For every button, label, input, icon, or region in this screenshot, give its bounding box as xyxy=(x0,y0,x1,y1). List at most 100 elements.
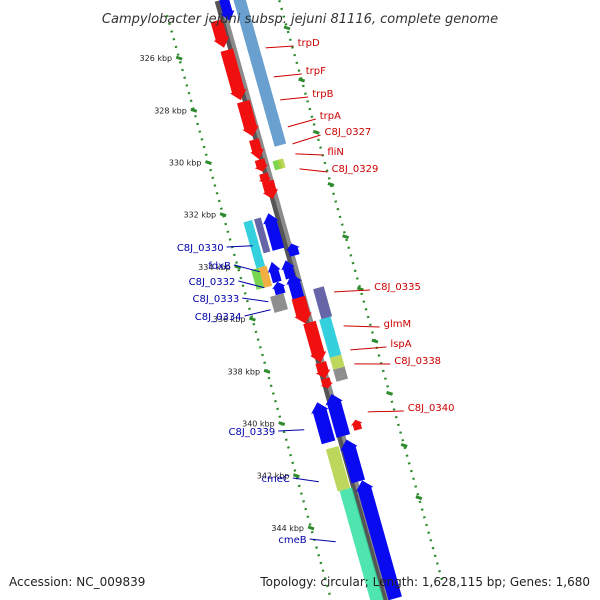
tick-label: 342 kbp xyxy=(257,472,290,481)
tick-mark-right xyxy=(400,443,408,448)
gene-arrow-trpB xyxy=(237,99,259,137)
label-leader-fliN xyxy=(295,153,324,156)
tick-mark-left xyxy=(219,212,227,218)
label-leader-trpB xyxy=(280,96,309,101)
tick-mark-right xyxy=(356,286,364,292)
tick-mark-left xyxy=(307,525,315,531)
gene-layer xyxy=(210,0,402,600)
gene-label-cmeC: cmeC xyxy=(261,474,289,485)
gene-label-C8J_0340: C8J_0340 xyxy=(408,403,455,414)
tick-label: 330 kbp xyxy=(169,159,202,168)
gene-arrow-C8J_0330 xyxy=(263,213,285,251)
tick-label: 332 kbp xyxy=(184,211,217,220)
gene-label-trpA: trpA xyxy=(320,111,341,122)
label-leader-cmeC xyxy=(292,477,319,483)
gene-label-C8J_0332: C8J_0332 xyxy=(189,277,236,288)
gene-arrow-glmM xyxy=(303,320,327,363)
tick-mark-left xyxy=(278,421,286,426)
gene-arrow-C8J_0339-b xyxy=(325,394,351,438)
gene-arrow-C8J_0333 xyxy=(272,281,286,296)
tick-label: 328 kbp xyxy=(154,106,187,115)
gene-block-C8J_0335 xyxy=(313,286,333,320)
tick-label: 336 kbp xyxy=(213,315,246,324)
tick-mark-right xyxy=(371,338,379,344)
gene-arrow-cmeB xyxy=(355,480,402,600)
label-leader-C8J_0330 xyxy=(226,245,253,248)
gene-block-fdxB-green xyxy=(251,267,265,290)
gene-arrow-lspA xyxy=(315,361,331,379)
gene-label-C8J_0329: C8J_0329 xyxy=(332,164,379,175)
gene-label-C8J_0335: C8J_0335 xyxy=(374,282,421,293)
label-leader-C8J_0327 xyxy=(292,134,321,145)
map-title: Campylobacter jejuni subsp. jejuni 81116… xyxy=(102,12,498,27)
label-leader-C8J_0332 xyxy=(238,280,265,289)
label-leader-C8J_0329 xyxy=(299,168,328,173)
gene-label-cmeB: cmeB xyxy=(278,535,306,546)
gene-arrow-trpA xyxy=(249,138,264,160)
gene-block-fliN-2 xyxy=(277,158,286,169)
label-leader-trpF xyxy=(273,73,302,78)
tick-mark-left xyxy=(248,316,256,322)
tick-label: 326 kbp xyxy=(140,54,173,63)
gene-block-cmeC xyxy=(325,446,351,492)
tick-mark-right xyxy=(342,234,350,240)
gene-label-fdxB: fdxB xyxy=(208,261,231,272)
accession-text: Accession: NC_009839 xyxy=(9,575,145,589)
gene-arrow-blue xyxy=(219,0,235,22)
tick-label: 338 kbp xyxy=(227,367,260,376)
gene-arrow-C8J_0340 xyxy=(350,419,363,431)
gene-label-C8J_0339: C8J_0339 xyxy=(228,427,275,438)
label-leader-lspA xyxy=(350,346,387,351)
gene-label-trpB: trpB xyxy=(312,89,333,100)
gene-label-glmM: glmM xyxy=(384,319,412,330)
tick-mark-right xyxy=(298,77,306,83)
gene-arrow-trpD xyxy=(210,19,230,48)
gene-arrow-small-rev xyxy=(286,243,300,257)
gene-arrow-C8J_0329 xyxy=(261,179,279,200)
gene-label-lspA: lspA xyxy=(390,339,411,350)
gene-block-C8J_0330-b xyxy=(254,217,271,254)
gene-arrow-C8J_0327 xyxy=(254,158,269,172)
gene-block-C8J_0330 xyxy=(243,220,265,269)
label-layer: trpD trpF trpB trpA C8J_0327 fliN C8J_0329 C8J_… xyxy=(177,38,455,546)
gene-arrow-fdxB xyxy=(267,261,282,284)
gene-arrow-small xyxy=(258,172,272,184)
tick-mark-left xyxy=(175,55,183,61)
gene-arrow-cmeC xyxy=(340,439,365,484)
label-leader-trpA xyxy=(287,118,316,128)
gene-label-C8J_0333: C8J_0333 xyxy=(193,294,240,305)
tick-mark-left xyxy=(234,264,242,270)
gene-label-C8J_0334: C8J_0334 xyxy=(195,312,242,323)
label-leader-trpD xyxy=(265,45,294,49)
gene-arrow-trpF xyxy=(220,48,247,101)
gene-label-fliN: fliN xyxy=(327,147,344,158)
gene-label-trpF: trpF xyxy=(306,66,326,77)
gene-block-lspA xyxy=(329,354,345,370)
label-leader-fdxB xyxy=(233,264,261,273)
gene-block-cmeB xyxy=(339,487,384,600)
tick-mark-right xyxy=(327,182,335,187)
gene-arrow-C8J_0339 xyxy=(311,402,336,445)
gene-block-trp-lightblue xyxy=(233,0,287,147)
tick-mark-right xyxy=(283,25,291,31)
tick-mark-left xyxy=(263,368,271,374)
label-leader-glmM xyxy=(343,325,380,328)
gene-block-C8J_0338 xyxy=(333,366,348,382)
tick-mark-right xyxy=(312,129,320,135)
label-leader-C8J_0340 xyxy=(367,410,404,413)
tick-mark-left xyxy=(204,160,212,165)
label-leader-C8J_0333 xyxy=(242,297,269,303)
label-leader-cmeB xyxy=(309,538,336,543)
gene-label-C8J_0327: C8J_0327 xyxy=(325,127,372,138)
gene-label-trpD: trpD xyxy=(298,38,320,49)
tick-label: 340 kbp xyxy=(242,420,275,429)
label-leader-C8J_0334 xyxy=(244,309,271,317)
tick-mark-left xyxy=(190,107,198,113)
gene-arrow-C8J_0333-b xyxy=(286,273,306,304)
tick-label: 344 kbp xyxy=(271,524,304,533)
tick-layer: 326 kbp 328 kbp 330 kbp 332 kbp 334 kbp 336 k… xyxy=(140,0,445,600)
label-leader-C8J_0339 xyxy=(278,429,305,432)
gene-arrow-C8J_0338 xyxy=(320,377,333,389)
gene-block-fdxB xyxy=(258,265,273,288)
